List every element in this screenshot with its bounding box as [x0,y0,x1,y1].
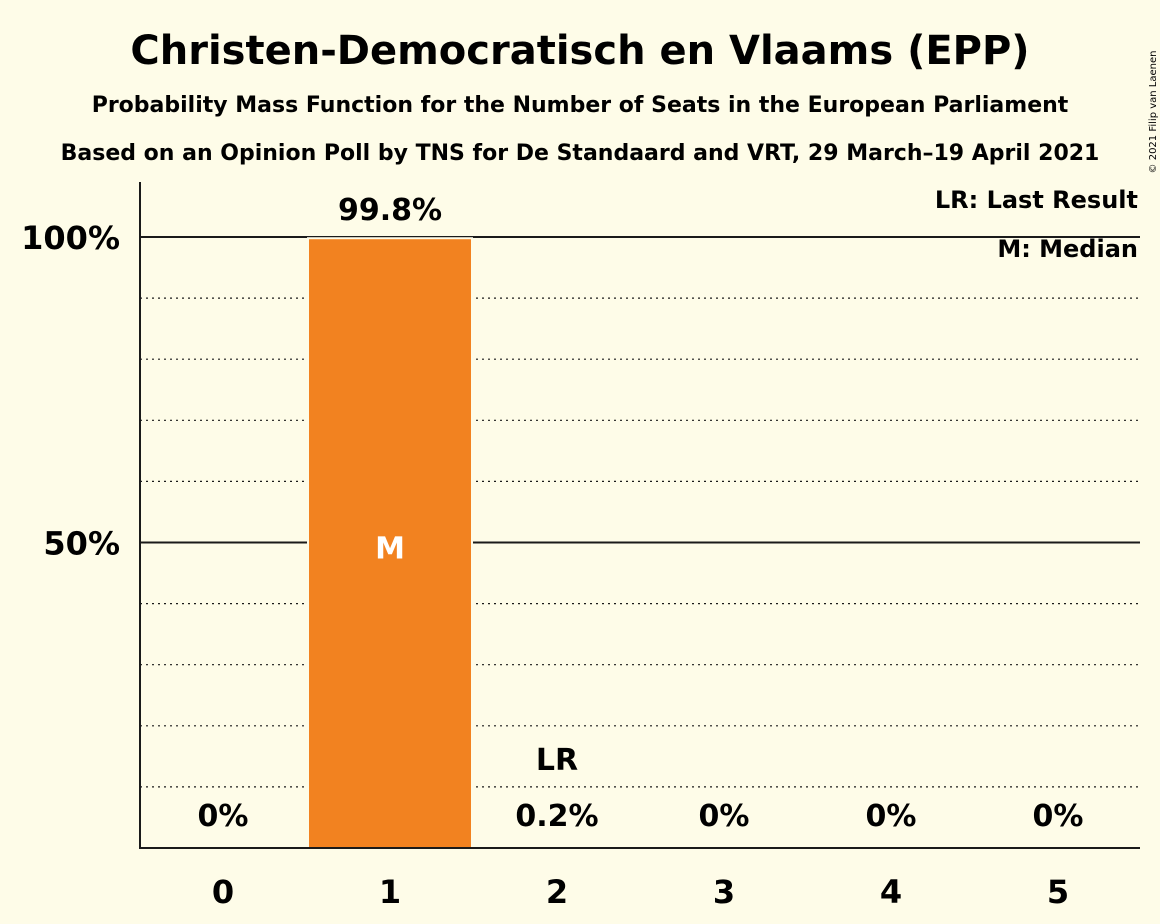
chart-subtitle-2: Based on an Opinion Poll by TNS for De S… [61,141,1100,166]
x-tick-label: 1 [379,873,401,911]
chart-title: Christen-Democratisch en Vlaams (EPP) [130,28,1029,74]
bar-value-label: 0% [866,799,917,834]
bar-value-label: 0% [198,799,249,834]
x-tick-label: 3 [713,873,735,911]
last-result-marker: LR [536,743,578,778]
legend-last-result: LR: Last Result [935,186,1138,214]
median-marker: M [375,532,405,567]
x-tick-label: 2 [546,873,568,911]
copyright-notice: © 2021 Filip van Laenen [1148,51,1159,174]
bar-value-label: 0% [1033,799,1084,834]
x-tick-label: 5 [1047,873,1069,911]
legend-median: M: Median [997,235,1138,263]
chart-subtitle-1: Probability Mass Function for the Number… [92,93,1069,118]
x-tick-label: 4 [880,873,902,911]
bars-group [307,237,640,850]
bar-value-label: 99.8% [338,193,442,228]
bar [307,237,473,850]
x-tick-label: 0 [212,873,234,911]
y-tick-label: 100% [21,219,120,257]
bar-value-label: 0% [699,799,750,834]
y-tick-label: 50% [43,525,120,563]
labels-group: 50% 100% 0% 0 99.8% 1 M 0.2% 2 LR 0% 3 0% 4 0% 5 [21,193,1083,911]
gridlines [140,236,1140,788]
bar-value-label: 0.2% [515,799,598,834]
